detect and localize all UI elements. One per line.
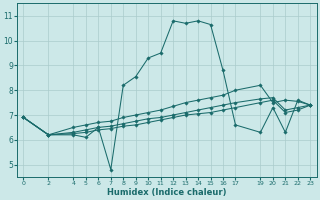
X-axis label: Humidex (Indice chaleur): Humidex (Indice chaleur) [107, 188, 227, 197]
